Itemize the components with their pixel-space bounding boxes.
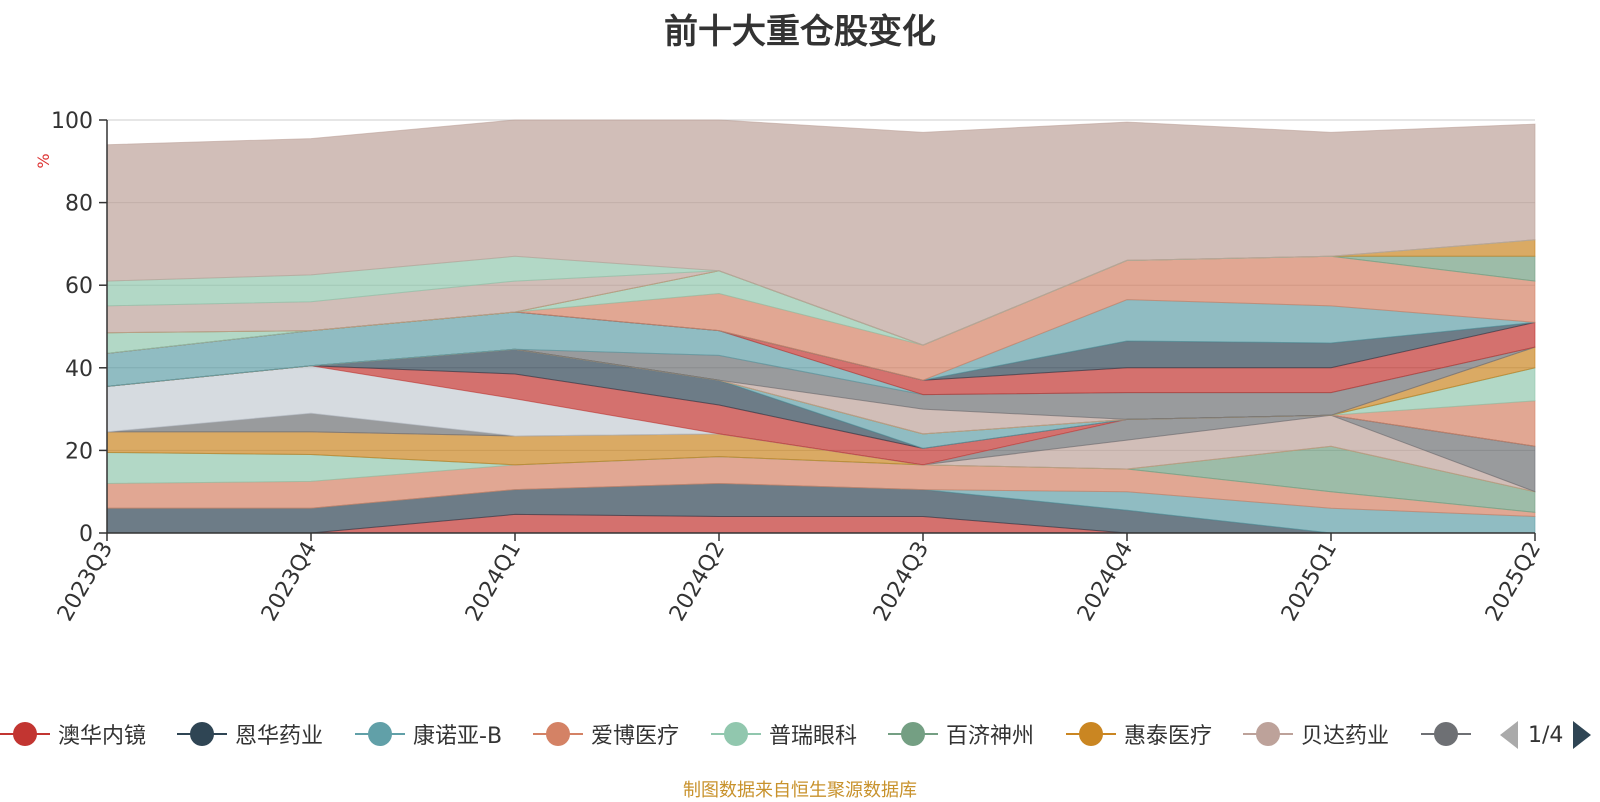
area-series-layer (106, 119, 1536, 534)
legend-next-page-button[interactable] (1573, 721, 1592, 749)
area-series-30 (106, 119, 1536, 346)
chart-title: 前十大重仓股变化 (664, 12, 936, 52)
legend-label: 澳华内镜 (58, 724, 147, 749)
y-tick-label: 80 (65, 192, 93, 217)
legend-label: 普瑞眼科 (769, 724, 858, 749)
legend-item[interactable]: 康诺亚-B (355, 716, 502, 752)
stacked-area-chart: 0 20 40 60 80 100 2023Q3 2023Q4 2024Q1 2024Q2 2024… (34, 109, 1546, 626)
legend-page-indicator: 1/4 (1528, 722, 1564, 748)
legend-prev-page-button[interactable] (1500, 721, 1518, 749)
x-tick-label: 2023Q4 (257, 538, 322, 626)
y-tick-label: 20 (65, 439, 93, 464)
legend-label: 康诺亚-B (413, 724, 503, 749)
legend-item[interactable] (1421, 716, 1479, 752)
x-tick-label: 2024Q1 (461, 538, 526, 626)
legend-label: 恩华药业 (235, 724, 324, 749)
legend-marker (177, 722, 227, 746)
legend-label: 惠泰医疗 (1124, 724, 1213, 749)
y-tick-label: 0 (79, 522, 93, 547)
legend-item[interactable]: 恩华药业 (177, 716, 323, 752)
y-tick-label: 100 (51, 109, 93, 134)
legend-item[interactable]: 惠泰医疗 (1066, 716, 1212, 752)
legend-label: 贝达药业 (1301, 724, 1390, 749)
legend-marker (533, 722, 583, 746)
legend-label: 百济神州 (946, 724, 1035, 749)
x-tick-label: 2025Q1 (1277, 538, 1342, 626)
legend: 澳华内镜 恩华药业 康诺亚-B 爱博医疗 普瑞眼科 百济神州 惠泰医疗 贝达药业 (0, 716, 1490, 752)
legend-item[interactable]: 澳华内镜 (0, 716, 146, 752)
y-axis-label: % (34, 153, 53, 168)
legend-item[interactable]: 贝达药业 (1243, 716, 1389, 752)
legend-label: 爱博医疗 (591, 724, 680, 749)
legend-item[interactable]: 普瑞眼科 (711, 716, 857, 752)
legend-marker (355, 722, 405, 746)
legend-pager: 1/4 (1500, 720, 1592, 750)
y-tick-label: 60 (65, 274, 93, 299)
legend-item[interactable]: 爱博医疗 (533, 716, 679, 752)
legend-marker (711, 722, 761, 746)
source-note: 制图数据来自恒生聚源数据库 (683, 780, 917, 801)
x-tick-label: 2025Q2 (1481, 538, 1546, 626)
x-tick-label: 2024Q3 (869, 538, 934, 626)
legend-marker (1421, 722, 1471, 746)
y-tick-label: 40 (65, 357, 93, 382)
legend-marker (1066, 722, 1116, 746)
x-tick-label: 2024Q4 (1073, 538, 1138, 626)
legend-marker (1243, 722, 1293, 746)
legend-marker (0, 722, 50, 746)
legend-item[interactable]: 百济神州 (888, 716, 1034, 752)
legend-marker (888, 722, 938, 746)
x-tick-label: 2024Q2 (665, 538, 730, 626)
x-tick-label: 2023Q3 (53, 538, 118, 626)
